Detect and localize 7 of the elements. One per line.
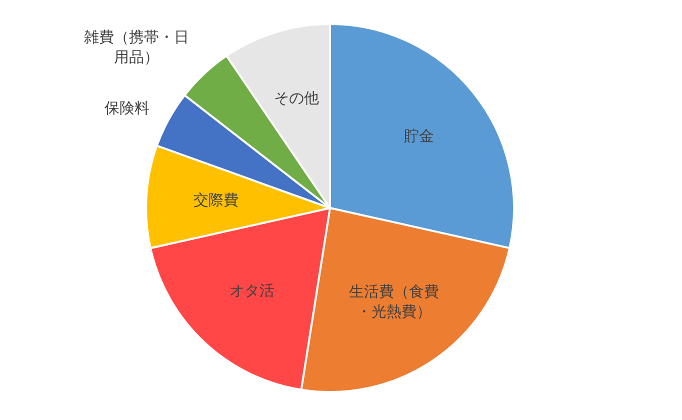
slice-label: 貯金 [404,128,434,145]
slice-label: その他 [274,90,319,108]
slice-label: 生活費（食費・光熱費） [349,283,440,320]
slice-label: 交際費 [194,192,239,209]
slice-label: 雑費（携帯・日用品） [84,28,189,66]
slice-label: オタ活 [229,282,274,300]
slice-label: 保険料 [104,100,150,117]
